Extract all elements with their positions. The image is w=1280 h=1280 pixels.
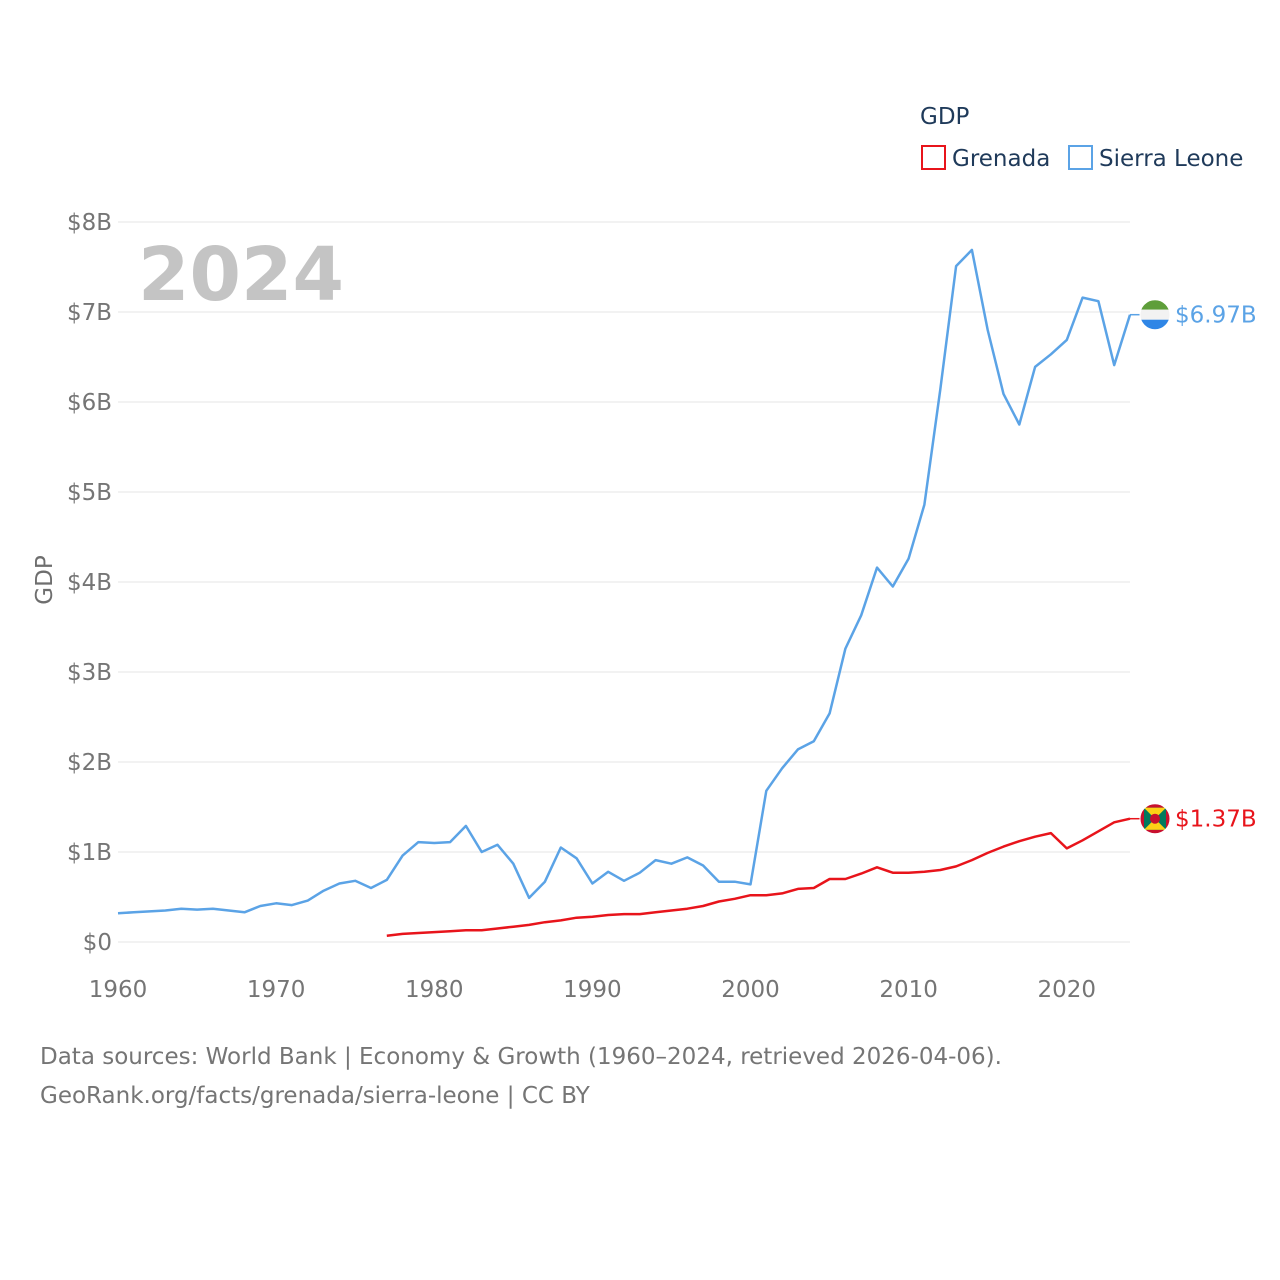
y-tick-label: $8B — [67, 210, 112, 236]
series-group — [117, 248, 1132, 937]
year-label: 2024 — [138, 232, 344, 318]
y-tick-label: $7B — [67, 300, 112, 326]
x-tick-label: 1970 — [247, 977, 306, 1003]
x-tick-label: 1990 — [563, 977, 622, 1003]
y-tick-label: $5B — [67, 480, 112, 506]
x-axis-ticks: 1960 1970 1980 1990 2000 2010 2020 — [89, 977, 1096, 1003]
series-line-sierra-leone[interactable] — [117, 248, 1132, 915]
end-markers: $1.37B $6.97B — [1130, 299, 1257, 835]
footer-attribution[interactable]: GeoRank.org/facts/grenada/sierra-leone |… — [40, 1083, 590, 1109]
legend-swatch-sierra-leone — [1068, 145, 1093, 170]
y-axis-label: GDP — [32, 555, 58, 605]
y-tick-label: $1B — [67, 840, 112, 866]
x-tick-label: 2010 — [879, 977, 938, 1003]
grenada-flag-icon — [1139, 803, 1171, 835]
x-tick-label: 2020 — [1037, 977, 1096, 1003]
y-axis-ticks: $0 $1B $2B $3B $4B $5B $6B $7B $8B — [67, 210, 112, 956]
legend-swatch-grenada — [921, 145, 946, 170]
gridlines — [118, 221, 1130, 943]
y-tick-label: $2B — [67, 750, 112, 776]
legend: GDP Grenada Sierra Leone — [920, 104, 1243, 172]
legend-item-sierra-leone[interactable]: Sierra Leone — [1068, 145, 1243, 172]
y-tick-label: $0 — [83, 930, 112, 956]
x-tick-label: 1980 — [405, 977, 464, 1003]
footer-sources: Data sources: World Bank | Economy & Gro… — [40, 1044, 1002, 1070]
legend-label-sierra-leone: Sierra Leone — [1099, 146, 1243, 172]
series-line-grenada[interactable] — [386, 817, 1131, 937]
y-tick-label: $6B — [67, 390, 112, 416]
y-tick-label: $4B — [67, 570, 112, 596]
legend-item-grenada[interactable]: Grenada — [921, 145, 1050, 172]
legend-label-grenada: Grenada — [952, 146, 1050, 172]
x-tick-label: 1960 — [89, 977, 148, 1003]
y-tick-label: $3B — [67, 660, 112, 686]
legend-title: GDP — [920, 104, 970, 130]
sierra-leone-flag-icon — [1139, 299, 1171, 331]
end-label-grenada: $1.37B — [1175, 807, 1257, 833]
x-tick-label: 2000 — [721, 977, 780, 1003]
end-label-sierra-leone: $6.97B — [1175, 303, 1257, 329]
